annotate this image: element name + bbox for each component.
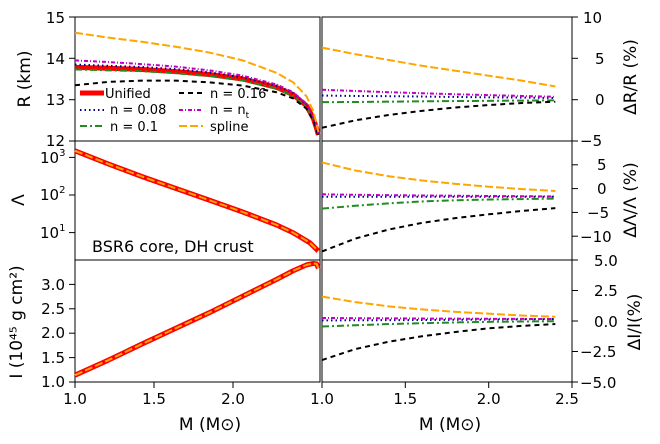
series-radius-unified: [74, 64, 321, 136]
panel-frame-inertia: [74, 259, 321, 383]
series-dI-n-0-1: [321, 320, 556, 328]
ytick-label: 2.5: [594, 282, 618, 300]
xticks-dI: 1.0 1.5 2.0 2.5: [310, 382, 579, 408]
series-dR-n-0-1: [321, 99, 556, 104]
ytick-label: 2.5: [41, 300, 65, 318]
ytick-label: 2.0: [41, 324, 65, 342]
ytick-label: 1.0: [41, 373, 65, 391]
series-radius-n-0-16: [74, 79, 320, 137]
series-dR-spline: [321, 46, 556, 88]
ylabel-inertia: I (10⁴⁵ g cm²): [7, 265, 27, 378]
yticks-inertia: 1.0 1.5 2.0 2.5 3.0: [41, 276, 75, 391]
ytick-label: 0: [595, 91, 605, 109]
yticks-dI: −5.0 −2.5 0.0 2.5 5.0: [572, 252, 618, 392]
curves-radius: [74, 31, 321, 137]
panel-frame-dR: [321, 16, 573, 142]
yticks-dLambda: −10 −5 0 5: [572, 140, 612, 246]
series-radius-spline: [74, 31, 320, 133]
ytick-label: −5: [587, 204, 609, 222]
series-dLambda-spline: [321, 161, 556, 192]
xtick-label: 2.5: [555, 390, 579, 408]
ytick-label: 5: [595, 50, 605, 68]
series-lambda-spline: [74, 149, 320, 252]
ytick-label: 1.5: [41, 349, 65, 367]
ytick-label: −2.5: [580, 343, 616, 361]
series-dLambda-n-n-t: [321, 193, 556, 198]
curves-dR: [321, 46, 556, 129]
legend-label-n01: n = 0.1: [110, 120, 158, 135]
xtick-label: 1.0: [63, 390, 87, 408]
xlabel-right: M (M⊙): [419, 415, 481, 435]
ytick-label: 12: [46, 132, 65, 150]
ytick-label: 13: [46, 91, 65, 109]
series-dI-n-n-t: [321, 316, 556, 321]
panel-annotation: BSR6 core, DH crust: [92, 237, 254, 256]
ytick-label: 15: [46, 9, 65, 27]
ytick-label: 102: [40, 185, 65, 204]
xtick-label: 2.0: [477, 390, 501, 408]
legend-label-nt: n = nt: [210, 103, 250, 121]
legend-label-n016: n = 0.16: [210, 87, 266, 102]
series-radius-n-0-08: [74, 63, 320, 135]
ytick-label: 0: [597, 180, 607, 198]
ylabel-dI: ΔI/I(%): [625, 294, 645, 351]
series-dLambda-n-0-1: [321, 197, 556, 210]
curves-dI: [321, 295, 556, 361]
ylabel-radius: R (km): [15, 51, 35, 108]
series-dR-n-0-16: [321, 100, 556, 129]
xtick-label: 1.5: [393, 390, 417, 408]
legend-label-spline: spline: [210, 120, 249, 135]
ytick-label: 0.0: [594, 313, 618, 331]
ytick-label: −5: [580, 132, 602, 150]
ytick-label: −5.0: [580, 374, 616, 392]
legend-label-n008: n = 0.08: [110, 103, 166, 118]
ylabel-lambda: Λ: [9, 194, 29, 206]
ytick-label: 5.0: [594, 252, 618, 270]
series-dLambda-n-0-16: [321, 207, 556, 253]
ytick-label: 3.0: [41, 276, 65, 294]
yticks-lambda: 101 102 103: [40, 148, 75, 242]
series-dI-spline: [321, 295, 556, 318]
legend: Unified n = 0.08 n = 0.1 n = 0.16 n = nt…: [80, 87, 266, 135]
series-inertia-spline: [74, 262, 320, 377]
xlabel-left: M (M⊙): [179, 415, 241, 435]
series-dR-n-0-08: [321, 94, 556, 100]
xticks-inertia: 1.0 1.5 2.0: [63, 382, 245, 408]
curves-inertia: [73, 260, 321, 378]
ylabel-dR: ΔR/R (%): [621, 39, 641, 115]
series-dI-n-0-16: [321, 323, 556, 361]
xtick-label: 2.0: [221, 390, 245, 408]
curves-dLambda: [321, 161, 556, 253]
ytick-label: 14: [46, 50, 65, 68]
xtick-label: 1.0: [310, 390, 334, 408]
legend-label-unified: Unified: [105, 87, 151, 102]
ytick-label: 101: [40, 223, 65, 242]
ytick-label: 5: [597, 156, 607, 174]
curves-lambda: [74, 148, 321, 253]
xtick-label: 1.5: [142, 390, 166, 408]
series-dR-n-n-t: [321, 88, 556, 98]
series-radius-n-0-1: [74, 68, 320, 136]
yticks-dR: −5 0 5 10: [572, 9, 605, 150]
ytick-label: 103: [40, 148, 65, 167]
ylabel-dLambda: ΔΛ/Λ (%): [621, 162, 641, 237]
yticks-radius: 12 13 14 15: [46, 9, 75, 150]
series-dI-n-0-08: [321, 318, 556, 322]
ytick-label: 10: [583, 9, 602, 27]
ytick-label: −10: [580, 228, 612, 246]
